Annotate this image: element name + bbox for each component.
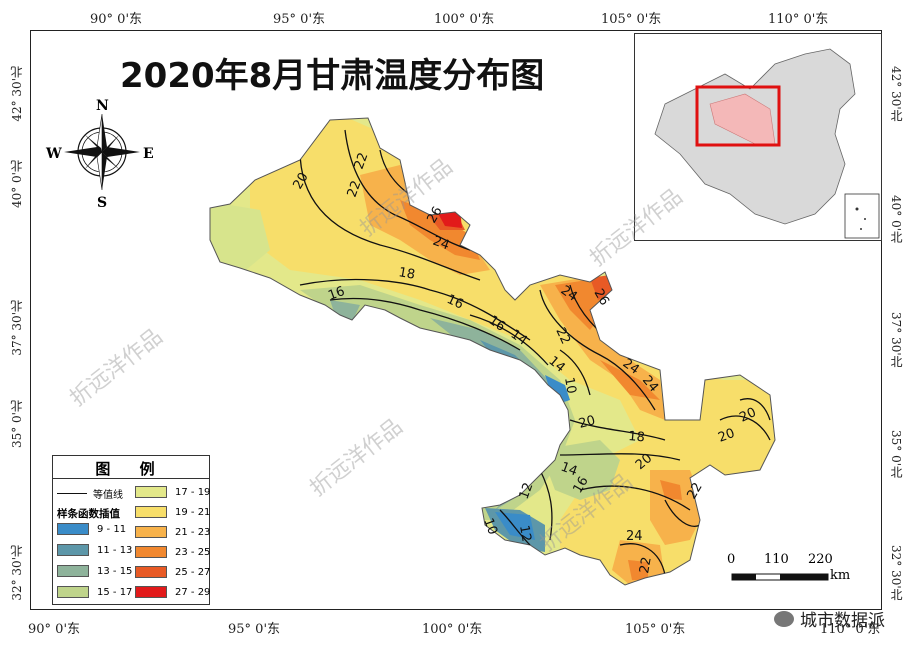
compass-e: E [143,146,154,162]
contour-label: 20 [716,426,737,446]
bottom-tick-95: 95° 0'东 [228,622,281,637]
scale-bar [731,573,829,581]
contour-label: 20 [577,413,597,432]
legend-class-4: 17 - 19 [135,486,210,498]
contour-label: 20 [737,405,758,426]
contour-label: 26 [424,204,445,226]
scale-tick-220: 220 [808,552,833,567]
top-tick-90: 90° 0'东 [90,12,143,27]
wechat-icon [774,610,794,627]
contour-label: 20 [290,170,311,192]
inset-locator-map [634,33,882,241]
legend-class-label: 25 - 27 [175,566,211,578]
legend-class-2: 13 - 15 [57,565,132,577]
legend-contour-row: 等值线 [57,486,123,501]
contour-label: 22 [552,325,573,346]
contour-label: 10 [561,376,579,395]
contour-label: 16 [326,284,347,304]
compass-n: N [96,98,109,114]
legend-class-3: 15 - 17 [57,586,132,598]
legend-class-8: 25 - 27 [135,566,210,578]
map-title: 2020年8月甘肃温度分布图 [120,56,545,96]
legend-class-label: 13 - 15 [97,565,133,577]
credit: 城市数据派 [774,606,885,631]
contour-label: 16 [570,474,591,496]
right-tick-42: 42° 30'北 [889,66,903,122]
legend-class-label: 27 - 29 [175,586,211,598]
legend-class-label: 21 - 23 [175,526,211,538]
top-tick-110: 110° 0'东 [768,12,829,27]
contour-label: 10 [480,516,500,537]
contour-label: 16 [444,292,465,313]
compass-rose-icon [64,113,140,191]
legend-class-7: 23 - 25 [135,546,210,558]
china-outline [654,48,880,239]
top-tick-100: 100° 0'东 [434,12,495,27]
contour-label: 24 [431,234,452,254]
legend-interp-label: 样条函数插值 [57,508,120,520]
legend-class-label: 23 - 25 [175,546,211,558]
legend-class-5: 19 - 21 [135,506,210,518]
contour-label: 12 [517,481,537,502]
contour-label: 26 [591,287,612,309]
compass-s: S [97,195,107,211]
contour-label: 14 [559,460,580,480]
bottom-tick-90: 90° 0'东 [28,622,81,637]
right-tick-37: 37° 30'北 [889,312,903,368]
contour-label: 24 [626,529,643,544]
contour-label: 22 [684,480,705,502]
right-tick-40: 40° 0'北 [889,195,903,244]
contour-label: 22 [637,556,655,575]
right-tick-35: 35° 0'北 [889,430,903,479]
legend: 图 例 等值线 样条函数插值 9 - 11 11 - 13 13 - 15 15… [52,455,210,605]
bottom-tick-110: 110° 0'东 [820,622,881,637]
top-tick-95: 95° 0'东 [273,12,326,27]
contour-label: 12 [516,524,534,543]
scale-tick-0: 0 [727,552,736,567]
legend-class-label: 17 - 19 [175,486,211,498]
contour-label: 22 [345,179,365,200]
compass-w: W [45,146,62,162]
legend-class-1: 11 - 13 [57,544,132,556]
legend-class-label: 19 - 21 [175,506,211,518]
legend-contour-label: 等值线 [93,490,123,501]
bottom-tick-100: 100° 0'东 [422,622,483,637]
right-tick-32: 32° 30'北 [889,545,903,601]
legend-class-label: 9 - 11 [97,523,127,535]
contour-label: 18 [628,429,646,445]
contour-label: 22 [352,151,372,172]
legend-class-label: 11 - 13 [97,544,133,556]
contour-label: 18 [397,265,416,283]
legend-title: 图 例 [95,460,167,478]
legend-class-0: 9 - 11 [57,523,126,535]
legend-class-label: 15 - 17 [97,586,133,598]
scale-tick-110: 110 [764,552,789,567]
legend-interp-row: 样条函数插值 [57,506,120,521]
legend-class-9: 27 - 29 [135,586,210,598]
credit-text: 城市数据派 [800,611,885,631]
legend-class-6: 21 - 23 [135,526,210,538]
scale-unit: km [830,568,851,583]
bottom-tick-105: 105° 0'东 [625,622,686,637]
top-tick-105: 105° 0'东 [601,12,662,27]
